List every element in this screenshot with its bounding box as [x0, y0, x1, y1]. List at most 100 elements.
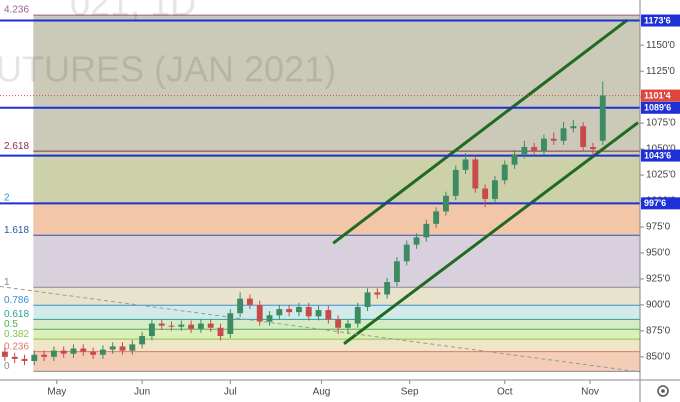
x-tick-label: May [47, 387, 66, 398]
candle-body [266, 315, 273, 322]
candle-body [433, 211, 440, 224]
candle-body [109, 346, 116, 350]
y-tick-label: 900'0 [646, 300, 671, 311]
y-tick-label: 950'0 [646, 248, 671, 259]
candle-body [188, 324, 195, 329]
y-tick-label: 875'0 [646, 326, 671, 337]
candle-body [550, 138, 557, 141]
candle-body [335, 319, 342, 328]
candle-body [344, 323, 351, 328]
candle-body [492, 180, 498, 199]
fib-band [33, 151, 641, 204]
fib-level-label: 0.786 [4, 295, 29, 306]
candle-body [139, 336, 146, 345]
gear[interactable] [657, 385, 669, 397]
x-tick-label: Jun [134, 387, 150, 398]
candle-body [541, 138, 547, 152]
candle-body [315, 310, 322, 317]
candle-body [384, 282, 391, 295]
candle-body [443, 195, 449, 212]
price-tag [641, 89, 680, 102]
gear-center[interactable] [661, 389, 665, 393]
candle-body [129, 344, 136, 351]
candle-body [21, 358, 28, 361]
candle-body [276, 309, 283, 316]
candle-body [570, 126, 577, 129]
y-tick-label: 1075'0 [646, 118, 676, 129]
x-tick-label: Nov [581, 387, 599, 398]
candle-body [60, 350, 67, 354]
price-tag [641, 149, 680, 162]
fib-level-label: 1.618 [4, 225, 29, 236]
fib-band [33, 339, 641, 352]
candle-body [305, 306, 312, 317]
candle-body [237, 298, 244, 314]
y-tick-label: 1025'0 [646, 170, 676, 181]
price-tag-label: 1101'4 [644, 90, 671, 100]
price-tag-label: 997'6 [644, 198, 666, 208]
watermark: 021, 1D [70, 0, 196, 24]
candle-body [50, 350, 57, 357]
candle-body [41, 354, 48, 357]
settings-icon[interactable] [657, 385, 669, 397]
candle-body [482, 188, 489, 199]
y-tick-label: 1150'0 [646, 40, 675, 51]
candle-body [511, 154, 518, 165]
candle-body [70, 348, 77, 354]
trend-line [343, 121, 639, 345]
candle-body [158, 323, 165, 326]
price-tag-label: 1173'6 [644, 15, 671, 25]
price-tag [641, 14, 680, 27]
candle-body [462, 159, 469, 170]
candle-body [452, 169, 459, 196]
candle-body [90, 351, 97, 355]
candle-body [246, 298, 253, 305]
fib-level-label: 0.618 [4, 309, 29, 320]
candle-body [227, 313, 234, 334]
candle-body [325, 310, 332, 320]
fib-level-label: 0 [4, 361, 10, 372]
candle-body [413, 237, 420, 245]
candle-body [403, 244, 410, 262]
fib-band [33, 203, 641, 236]
candle-body [295, 306, 302, 313]
candle-body [207, 323, 214, 328]
candle-body [11, 356, 18, 359]
trend-line [0, 286, 641, 373]
price-tag [641, 101, 680, 114]
y-tick-label: 975'0 [646, 222, 671, 233]
candle-body [286, 309, 293, 313]
y-tick-label: 1125'0 [646, 66, 675, 77]
candle-body [521, 146, 528, 155]
candle-body [178, 324, 185, 327]
candle-body [168, 325, 175, 327]
fib-band [33, 235, 641, 288]
x-tick-label: Sep [401, 387, 419, 398]
y-tick-label: 925'0 [646, 274, 671, 285]
price-tag [641, 197, 680, 210]
fib-band [33, 351, 641, 372]
candle-body [599, 95, 606, 141]
candle-body [80, 348, 87, 352]
candle-body [1, 351, 8, 357]
candle-body [423, 223, 430, 238]
fib-band [33, 305, 641, 320]
fib-level-label: 0.5 [4, 319, 18, 330]
candle-body [119, 346, 126, 351]
candle-body [472, 159, 479, 189]
watermark: UTURES (JAN 2021) [0, 49, 336, 90]
candle-body [354, 306, 361, 324]
fib-level-label: 0.382 [4, 329, 29, 340]
fib-level-label: 0.236 [4, 341, 29, 352]
candle-body [148, 323, 155, 337]
candle-body [501, 164, 508, 181]
candle-body [364, 292, 371, 307]
y-tick-label: 850'0 [646, 351, 671, 362]
candle-body [393, 261, 400, 283]
price-tag-label: 1043'6 [644, 150, 671, 160]
candle-body [256, 304, 263, 322]
candle-body [560, 128, 567, 141]
candle-body [217, 327, 224, 337]
candle-body [590, 146, 596, 150]
